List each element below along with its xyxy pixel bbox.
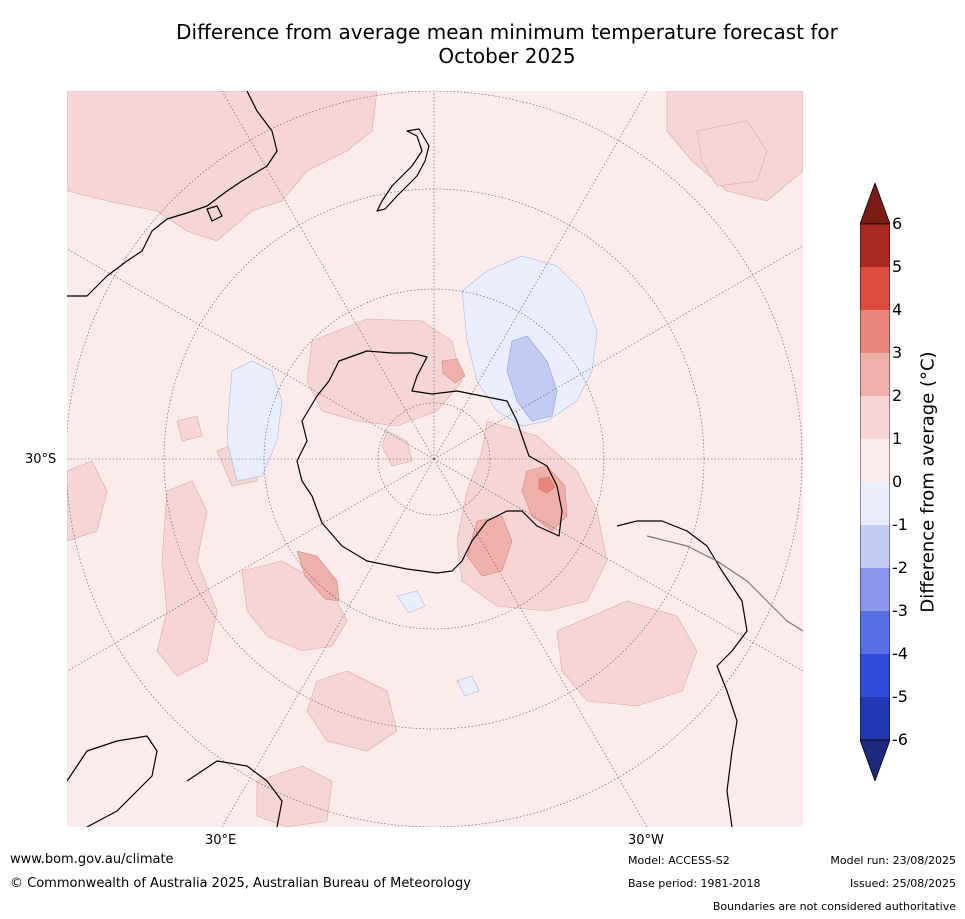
disclaimer-text: Boundaries are not considered authoritat… [712, 900, 956, 913]
colorbar-label: Difference from average (°C) [917, 351, 939, 613]
colorbar-band-0-to-1 [860, 439, 890, 482]
colorbar-tick: 2 [892, 386, 903, 405]
graticule [67, 91, 803, 827]
colorbar-extension-high [860, 183, 890, 225]
colorbar [860, 183, 890, 781]
australia-coast [67, 91, 278, 297]
copyright-text: © Commonwealth of Australia 2025, Austra… [10, 876, 471, 891]
colorbar-tick: -2 [892, 558, 908, 577]
title-line-2: October 2025 [438, 44, 576, 68]
longitude-label-30w: 30°W [628, 833, 664, 848]
colorbar-band-1-to-2 [860, 396, 890, 439]
colorbar-band-2-to-3 [860, 353, 890, 396]
colorbar-tick: -4 [892, 644, 908, 663]
colorbar-band-4-to-5 [860, 267, 890, 310]
colorbar-band-3-to-4 [860, 310, 890, 353]
model-run-text: Model run: 23/08/2025 [830, 854, 956, 867]
model-text: Model: ACCESS-S2 [628, 854, 730, 867]
map-canvas [67, 91, 803, 827]
colorbar-band-m4-to-m3 [860, 611, 890, 654]
antarctica-coast [296, 350, 563, 574]
coastlines [67, 91, 803, 827]
anomaly-minus2-region [506, 335, 558, 422]
tasmania-coast [206, 205, 223, 222]
colorbar-tick: 0 [892, 472, 903, 491]
issued-text: Issued: 25/08/2025 [849, 877, 956, 890]
colorbar-tick: -1 [892, 515, 908, 534]
colorbar-band-m5-to-m4 [860, 654, 890, 697]
colorbar-band-m6-to-m5 [860, 697, 890, 740]
new-zealand-coast [376, 128, 430, 212]
colorbar-band-m2-to-m1 [860, 525, 890, 568]
colorbar-tick: -3 [892, 601, 908, 620]
polar-stereographic-map[interactable] [67, 91, 803, 827]
colorbar-tick: 4 [892, 300, 903, 319]
title-line-1: Difference from average mean minimum tem… [176, 20, 838, 44]
colorbar-band-m1-to-0 [860, 482, 890, 525]
colorbar-band-m3-to-m2 [860, 568, 890, 611]
south-america-inland [646, 535, 803, 632]
colorbar-tick: -6 [892, 730, 908, 749]
website-link[interactable]: www.bom.gov.au/climate [10, 852, 174, 867]
colorbar-tick: 3 [892, 343, 903, 362]
chart-title: Difference from average mean minimum tem… [0, 20, 965, 68]
colorbar-extension-low [860, 739, 890, 781]
anomaly-plus1-regions [67, 91, 803, 827]
colorbar-tick: 1 [892, 429, 903, 448]
south-america-coast [616, 520, 748, 827]
colorbar-tick: -5 [892, 687, 908, 706]
base-period-text: Base period: 1981-2018 [628, 877, 761, 890]
colorbar-band-5-to-6 [860, 224, 890, 267]
latitude-label-30s: 30°S [25, 452, 57, 467]
madagascar-coast [186, 760, 283, 827]
colorbar-tick: 6 [892, 214, 903, 233]
colorbar-tick: 5 [892, 257, 903, 276]
africa-coast [67, 735, 158, 827]
longitude-label-30e: 30°E [205, 833, 237, 848]
anomaly-plus3-region [538, 476, 556, 494]
